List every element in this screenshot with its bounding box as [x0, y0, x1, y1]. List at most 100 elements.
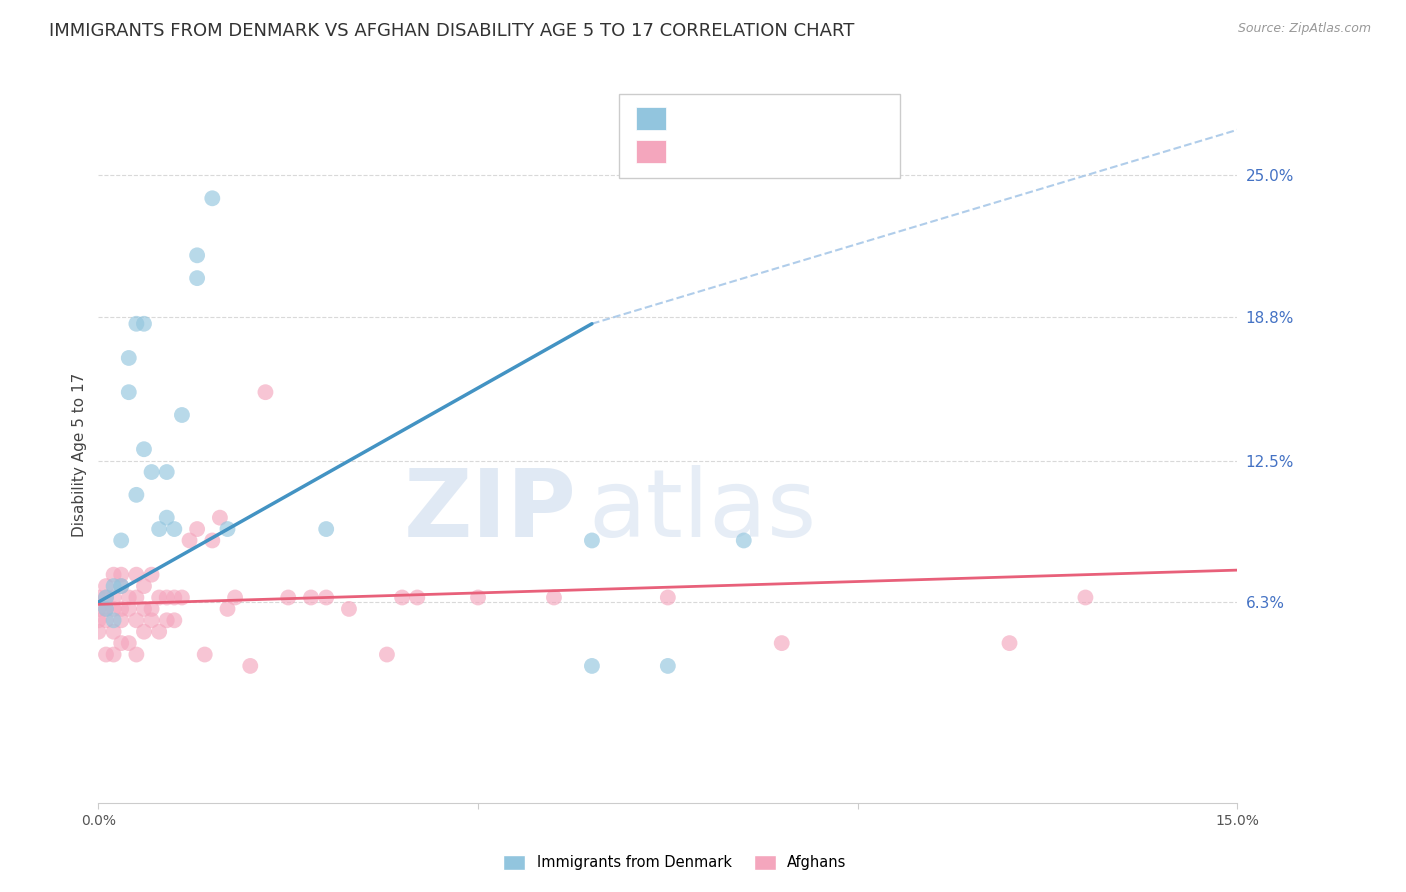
Text: R =: R = — [675, 145, 709, 159]
Point — [170, 408, 193, 422]
Point — [770, 636, 793, 650]
Point — [118, 591, 141, 605]
Point — [110, 533, 132, 548]
Point — [467, 591, 489, 605]
Point — [118, 602, 141, 616]
Point — [239, 659, 262, 673]
Legend: Immigrants from Denmark, Afghans: Immigrants from Denmark, Afghans — [498, 848, 852, 876]
Point — [110, 567, 132, 582]
Point — [657, 591, 679, 605]
Point — [110, 579, 132, 593]
Point — [254, 385, 277, 400]
Point — [406, 591, 429, 605]
Text: Source: ZipAtlas.com: Source: ZipAtlas.com — [1237, 22, 1371, 36]
Point — [277, 591, 299, 605]
Point — [217, 522, 239, 536]
Point — [163, 522, 186, 536]
Point — [94, 648, 117, 662]
Point — [87, 591, 110, 605]
Point — [299, 591, 322, 605]
Point — [543, 591, 565, 605]
Point — [141, 567, 163, 582]
Point — [132, 442, 155, 457]
Text: 0.103: 0.103 — [713, 145, 761, 159]
Point — [179, 533, 201, 548]
Point — [141, 602, 163, 616]
Point — [156, 510, 179, 524]
Text: N =: N = — [766, 112, 800, 126]
Point — [118, 385, 141, 400]
Y-axis label: Disability Age 5 to 17: Disability Age 5 to 17 — [72, 373, 87, 537]
Point — [217, 602, 239, 616]
Point — [94, 591, 117, 605]
Point — [201, 191, 224, 205]
Point — [148, 624, 170, 639]
Point — [315, 591, 337, 605]
Text: 28: 28 — [797, 112, 818, 126]
Point — [141, 613, 163, 627]
Point — [87, 602, 110, 616]
Point — [125, 567, 148, 582]
Point — [337, 602, 360, 616]
Point — [103, 567, 125, 582]
Point — [657, 659, 679, 673]
Point — [132, 602, 155, 616]
Point — [103, 591, 125, 605]
Point — [94, 613, 117, 627]
Point — [156, 465, 179, 479]
Point — [186, 271, 208, 285]
Point — [103, 613, 125, 627]
Point — [132, 579, 155, 593]
Point — [186, 248, 208, 262]
Point — [194, 648, 217, 662]
Text: N =: N = — [766, 145, 800, 159]
Point — [94, 602, 117, 616]
Text: R =: R = — [675, 112, 709, 126]
Point — [733, 533, 755, 548]
Point — [87, 624, 110, 639]
Point — [87, 613, 110, 627]
Point — [998, 636, 1021, 650]
Point — [103, 624, 125, 639]
Point — [163, 613, 186, 627]
Text: 68: 68 — [797, 145, 818, 159]
Point — [224, 591, 246, 605]
Point — [375, 648, 398, 662]
Point — [581, 659, 603, 673]
Point — [103, 648, 125, 662]
Point — [94, 579, 117, 593]
Point — [156, 591, 179, 605]
Point — [110, 636, 132, 650]
Point — [110, 613, 132, 627]
Point — [141, 465, 163, 479]
Point — [148, 591, 170, 605]
Point — [118, 636, 141, 650]
Point — [125, 488, 148, 502]
Point — [156, 613, 179, 627]
Point — [103, 602, 125, 616]
Point — [94, 602, 117, 616]
Text: 0.368: 0.368 — [713, 112, 761, 126]
Point — [1074, 591, 1097, 605]
Text: atlas: atlas — [588, 465, 817, 557]
Point — [132, 624, 155, 639]
Point — [94, 591, 117, 605]
Point — [581, 533, 603, 548]
Point — [110, 602, 132, 616]
Point — [201, 533, 224, 548]
Point — [315, 522, 337, 536]
Point — [125, 613, 148, 627]
Point — [186, 522, 208, 536]
Point — [208, 510, 231, 524]
Point — [125, 317, 148, 331]
Point — [110, 579, 132, 593]
Text: ZIP: ZIP — [404, 465, 576, 557]
Point — [103, 579, 125, 593]
Point — [125, 648, 148, 662]
Point — [132, 317, 155, 331]
Text: IMMIGRANTS FROM DENMARK VS AFGHAN DISABILITY AGE 5 TO 17 CORRELATION CHART: IMMIGRANTS FROM DENMARK VS AFGHAN DISABI… — [49, 22, 855, 40]
Point — [391, 591, 413, 605]
Point — [118, 351, 141, 365]
Point — [148, 522, 170, 536]
Point — [170, 591, 193, 605]
